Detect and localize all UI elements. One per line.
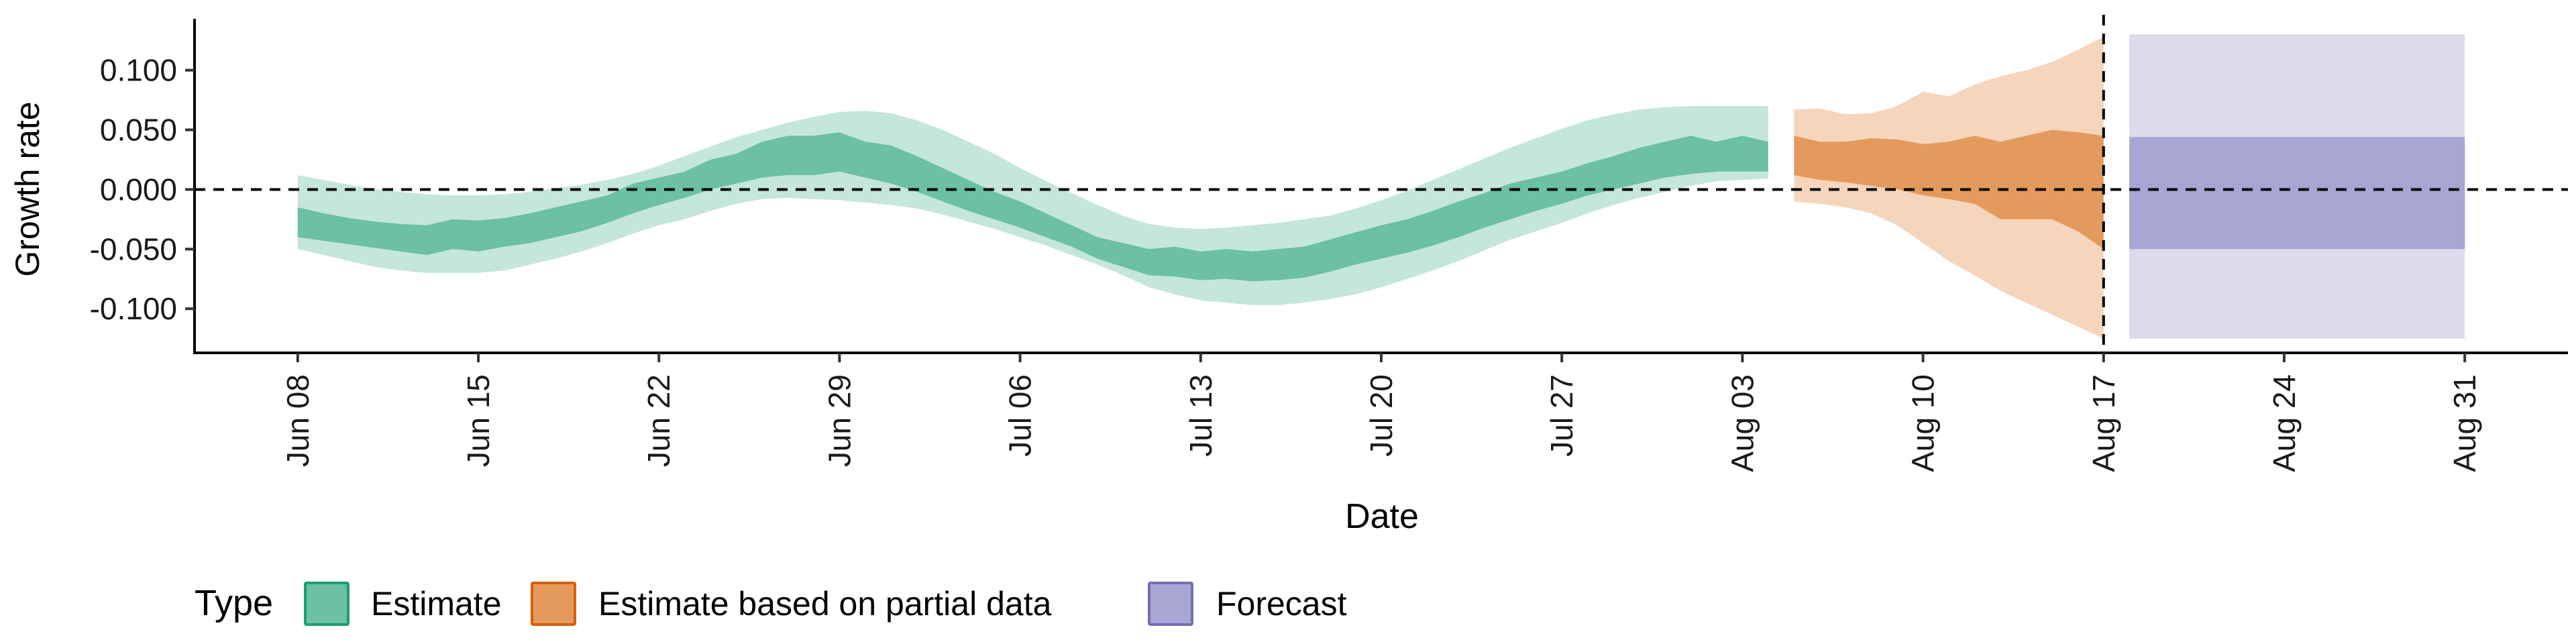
- reference-lines: [195, 15, 2568, 353]
- y-tick-label: -0.100: [90, 291, 177, 326]
- ribbons-layer: [297, 34, 2465, 339]
- y-tick-label: -0.050: [90, 231, 177, 266]
- band-50-forecast: [2129, 137, 2465, 250]
- x-tick-label: Jul 06: [1003, 374, 1038, 457]
- x-axis-title: Date: [1345, 497, 1419, 536]
- legend-swatch-partial: [531, 582, 576, 626]
- x-tick-label: Jun 15: [461, 374, 496, 467]
- y-axis-title: Growth rate: [9, 101, 46, 276]
- legend: Type Estimate Estimate based on partial …: [195, 582, 1347, 626]
- x-tick-label: Aug 24: [2267, 374, 2302, 472]
- x-tick-label: Jul 20: [1364, 374, 1399, 457]
- x-tick-label: Jun 29: [822, 374, 857, 467]
- x-tick-label: Jul 27: [1544, 374, 1579, 457]
- legend-label-forecast: Forecast: [1216, 585, 1347, 623]
- x-tick-label: Jun 08: [280, 374, 315, 467]
- x-tick-label: Aug 31: [2447, 374, 2482, 472]
- x-tick-label: Aug 17: [2086, 374, 2121, 472]
- y-tick-label: 0.000: [100, 172, 177, 207]
- legend-swatch-forecast: [1148, 582, 1193, 626]
- x-axis-ticks: Jun 08 Jun 15 Jun 22 Jun 29 Jul 06 Jul 13 Jul …: [280, 353, 2482, 472]
- legend-label-estimate: Estimate: [371, 585, 502, 623]
- band-90-estimate: [297, 106, 1768, 305]
- x-tick-label: Aug 03: [1725, 374, 1760, 472]
- y-axis-ticks: 0.100 0.050 0.000 -0.050 -0.100: [90, 53, 195, 326]
- legend-label-partial: Estimate based on partial data: [598, 585, 1052, 623]
- legend-title: Type: [195, 583, 273, 623]
- band-50-estimate: [297, 132, 1768, 282]
- x-tick-label: Jul 13: [1183, 374, 1218, 457]
- legend-swatch-estimate: [304, 582, 350, 626]
- y-tick-label: 0.050: [100, 113, 177, 148]
- y-tick-label: 0.100: [100, 53, 177, 88]
- x-tick-label: Jun 22: [641, 374, 676, 467]
- x-tick-label: Aug 10: [1906, 374, 1941, 472]
